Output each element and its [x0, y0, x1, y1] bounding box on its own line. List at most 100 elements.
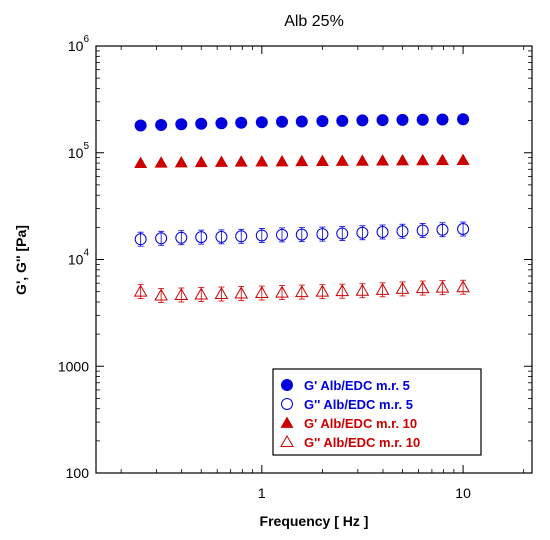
y-tick-label-base: 10: [68, 145, 84, 161]
data-point: [456, 280, 470, 293]
data-point: [214, 155, 228, 167]
data-point: [235, 230, 248, 243]
data-point: [194, 155, 208, 168]
data-point: [174, 287, 189, 300]
data-point: [315, 284, 330, 297]
data-point: [416, 224, 429, 237]
data-point: [395, 281, 410, 294]
data-point: [134, 119, 147, 132]
data-point: [275, 285, 289, 298]
data-point: [356, 114, 369, 127]
data-point: [155, 232, 168, 245]
legend-entry: G' Alb/EDC m.r. 10: [304, 416, 417, 431]
data-point: [194, 287, 209, 300]
data-point: [195, 117, 208, 130]
data-point: [214, 287, 229, 300]
data-point: [436, 223, 449, 236]
legend-marker: [281, 398, 293, 410]
data-point: [195, 231, 208, 244]
legend-marker: [280, 434, 294, 447]
data-point: [215, 230, 228, 243]
data-point: [396, 113, 409, 126]
data-point: [154, 288, 168, 301]
data-point: [295, 228, 308, 241]
y-axis-label: G', G'' [Pa]: [13, 225, 29, 295]
legend: G' Alb/EDC m.r. 5 G'' Alb/EDC m.r. 5 G' Al…: [272, 368, 482, 456]
data-point: [355, 283, 370, 296]
data-point: [215, 117, 228, 130]
legend-box: [272, 368, 482, 456]
data-point: [457, 223, 470, 236]
legend-entry: G'' Alb/EDC m.r. 10: [304, 435, 420, 450]
data-point: [356, 226, 369, 239]
data-point: [336, 114, 349, 127]
chart-title: Alb 25%: [284, 13, 344, 30]
data-point: [234, 286, 249, 299]
y-tick-label-base: 100: [66, 465, 90, 481]
y-tick-label-exp: 4: [83, 248, 89, 259]
data-point: [255, 116, 268, 129]
y-tick-label: 104: [68, 248, 90, 268]
x-tick-label: 1: [258, 485, 266, 501]
data-point: [376, 154, 390, 166]
data-point: [376, 225, 389, 238]
legend-entry: G'' Alb/EDC m.r. 5: [304, 397, 413, 412]
data-point: [275, 154, 289, 167]
data-point: [416, 153, 430, 166]
data-point: [133, 284, 148, 297]
data-point: [234, 155, 248, 167]
data-point: [175, 118, 188, 131]
data-point: [335, 154, 349, 166]
data-point: [335, 284, 350, 297]
legend-entry: G' Alb/EDC m.r. 5: [304, 378, 410, 393]
x-tick-label-base: 10: [455, 485, 471, 501]
data-point: [315, 154, 329, 166]
x-tick-label-base: 1: [258, 485, 266, 501]
y-tick-label-exp: 6: [83, 34, 89, 45]
data-point: [355, 154, 369, 166]
data-point: [174, 156, 188, 168]
x-axis-label: Frequency [ Hz ]: [260, 513, 369, 529]
data-point: [175, 231, 188, 244]
data-points: [133, 113, 470, 303]
data-point: [294, 285, 309, 298]
data-point: [435, 153, 449, 166]
data-point: [396, 225, 409, 238]
data-point: [436, 113, 449, 126]
y-tick-label-base: 1000: [58, 358, 89, 374]
data-point: [276, 228, 289, 241]
y-tick-label: 106: [68, 34, 90, 54]
legend-marker: [280, 416, 294, 428]
data-point: [276, 115, 289, 128]
data-point: [134, 156, 148, 168]
data-point: [456, 153, 470, 165]
data-point: [375, 282, 390, 295]
data-point: [395, 154, 409, 166]
y-tick-label-base: 10: [68, 38, 84, 54]
y-tick-label: 100: [66, 465, 90, 481]
data-point: [336, 227, 349, 240]
y-tick-label: 1000: [58, 358, 89, 374]
data-point: [295, 115, 308, 128]
data-point: [255, 229, 268, 242]
y-tick-label-base: 10: [68, 252, 84, 268]
x-tick-label: 10: [455, 485, 471, 501]
data-point: [235, 116, 248, 129]
y-tick-label: 105: [68, 141, 90, 161]
y-tick-label-exp: 5: [83, 141, 89, 152]
data-point: [254, 286, 269, 299]
data-point: [316, 228, 329, 241]
data-point: [154, 156, 168, 168]
x-axis-ticks: 1 10: [120, 46, 525, 501]
data-point: [457, 113, 470, 126]
legend-marker: [281, 379, 293, 391]
data-point: [376, 114, 389, 127]
data-point: [435, 280, 450, 293]
data-point: [316, 115, 329, 128]
data-point: [155, 118, 168, 131]
data-point: [415, 281, 430, 294]
data-point: [295, 154, 309, 167]
data-point: [255, 155, 269, 167]
